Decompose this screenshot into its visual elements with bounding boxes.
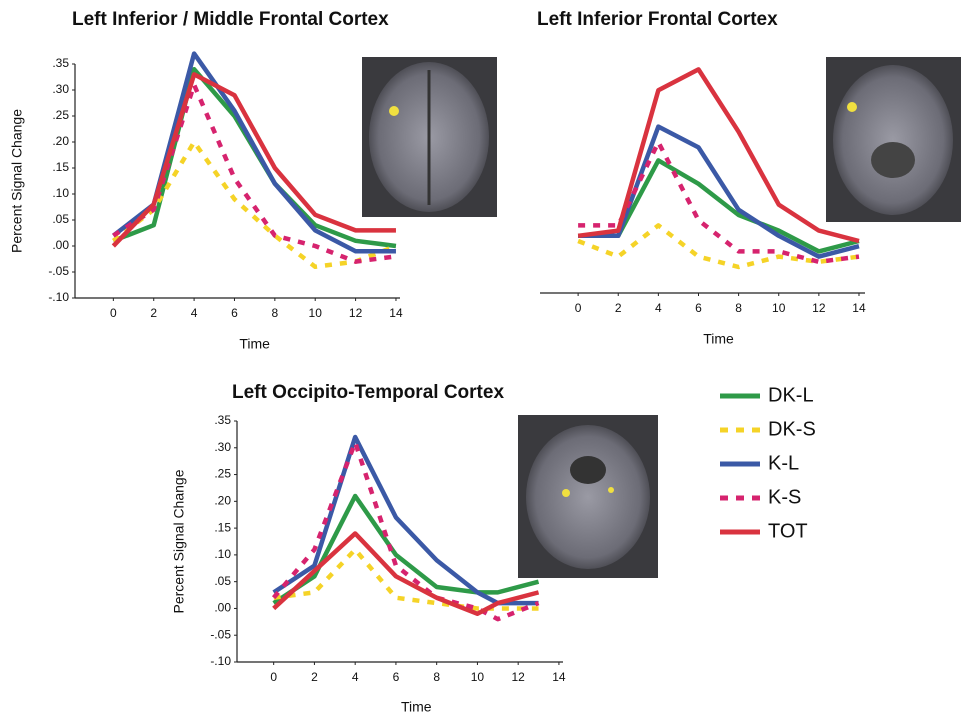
x-tick-label: 10 <box>772 301 786 315</box>
x-tick-label: 2 <box>615 301 622 315</box>
legend-label: DK-L <box>768 384 814 406</box>
y-tick-label: .20 <box>214 494 231 508</box>
y-tick-label: -.05 <box>48 264 69 278</box>
series-line <box>578 139 860 265</box>
x-axis-label: Time <box>401 699 432 715</box>
y-tick-label: .00 <box>214 601 231 615</box>
x-tick-label: 8 <box>433 670 440 684</box>
x-tick-label: 6 <box>231 306 238 320</box>
y-tick-label: .10 <box>214 547 231 561</box>
legend-label: TOT <box>768 520 808 542</box>
y-tick-label: -.05 <box>210 627 231 641</box>
x-axis-label: Time <box>703 331 734 347</box>
x-tick-label: 0 <box>270 670 277 684</box>
x-tick-label: 12 <box>812 301 826 315</box>
brain-image <box>826 57 961 222</box>
series-line <box>272 434 539 606</box>
x-tick-label: 2 <box>150 306 157 320</box>
x-tick-label: 10 <box>471 670 485 684</box>
x-tick-label: 14 <box>389 306 403 320</box>
x-tick-label: 4 <box>191 306 198 320</box>
y-tick-label: .00 <box>52 238 69 252</box>
series-line <box>273 547 539 611</box>
y-axis-label: Percent Signal Change <box>9 109 25 253</box>
x-tick-label: 0 <box>575 301 582 315</box>
x-tick-label: 8 <box>272 306 279 320</box>
y-tick-label: -.10 <box>48 290 69 304</box>
y-tick-label: .20 <box>52 134 69 148</box>
y-tick-label: .25 <box>52 108 69 122</box>
y-tick-label: .30 <box>52 82 69 96</box>
x-tick-label: 10 <box>309 306 323 320</box>
x-tick-label: 0 <box>110 306 117 320</box>
brain-image <box>518 415 658 578</box>
x-tick-label: 8 <box>735 301 742 315</box>
x-tick-label: 12 <box>511 670 525 684</box>
legend-label: K-S <box>768 486 801 508</box>
y-tick-label: .15 <box>52 160 69 174</box>
x-axis-label: Time <box>239 336 270 352</box>
x-tick-label: 4 <box>655 301 662 315</box>
x-tick-label: 4 <box>352 670 359 684</box>
x-tick-label: 14 <box>552 670 566 684</box>
y-tick-label: .15 <box>214 520 231 534</box>
series-line <box>577 67 860 244</box>
x-tick-label: 14 <box>852 301 866 315</box>
y-tick-label: .10 <box>52 186 69 200</box>
y-tick-label: .35 <box>52 56 69 70</box>
y-tick-label: .25 <box>214 467 231 481</box>
y-tick-label: -.10 <box>210 654 231 668</box>
chart-title: Left Occipito-Temporal Cortex <box>232 382 504 403</box>
series-line <box>578 124 860 259</box>
y-tick-label: .35 <box>214 413 231 427</box>
y-tick-label: .05 <box>214 574 231 588</box>
series-line <box>271 440 540 622</box>
x-tick-label: 12 <box>349 306 363 320</box>
series-line <box>112 82 397 264</box>
y-axis-label: Percent Signal Change <box>171 469 187 613</box>
chart-title: Left Inferior Frontal Cortex <box>537 9 778 30</box>
y-tick-label: .30 <box>214 440 231 454</box>
x-tick-label: 2 <box>311 670 318 684</box>
chart-title: Left Inferior / Middle Frontal Cortex <box>72 9 389 30</box>
series-line <box>111 72 396 248</box>
series-line <box>111 139 397 270</box>
y-tick-label: .05 <box>52 212 69 226</box>
legend-label: K-L <box>768 452 799 474</box>
x-tick-label: 6 <box>393 670 400 684</box>
brain-image <box>362 57 497 217</box>
legend-label: DK-S <box>768 418 816 440</box>
x-tick-label: 6 <box>695 301 702 315</box>
series-line <box>272 531 540 617</box>
